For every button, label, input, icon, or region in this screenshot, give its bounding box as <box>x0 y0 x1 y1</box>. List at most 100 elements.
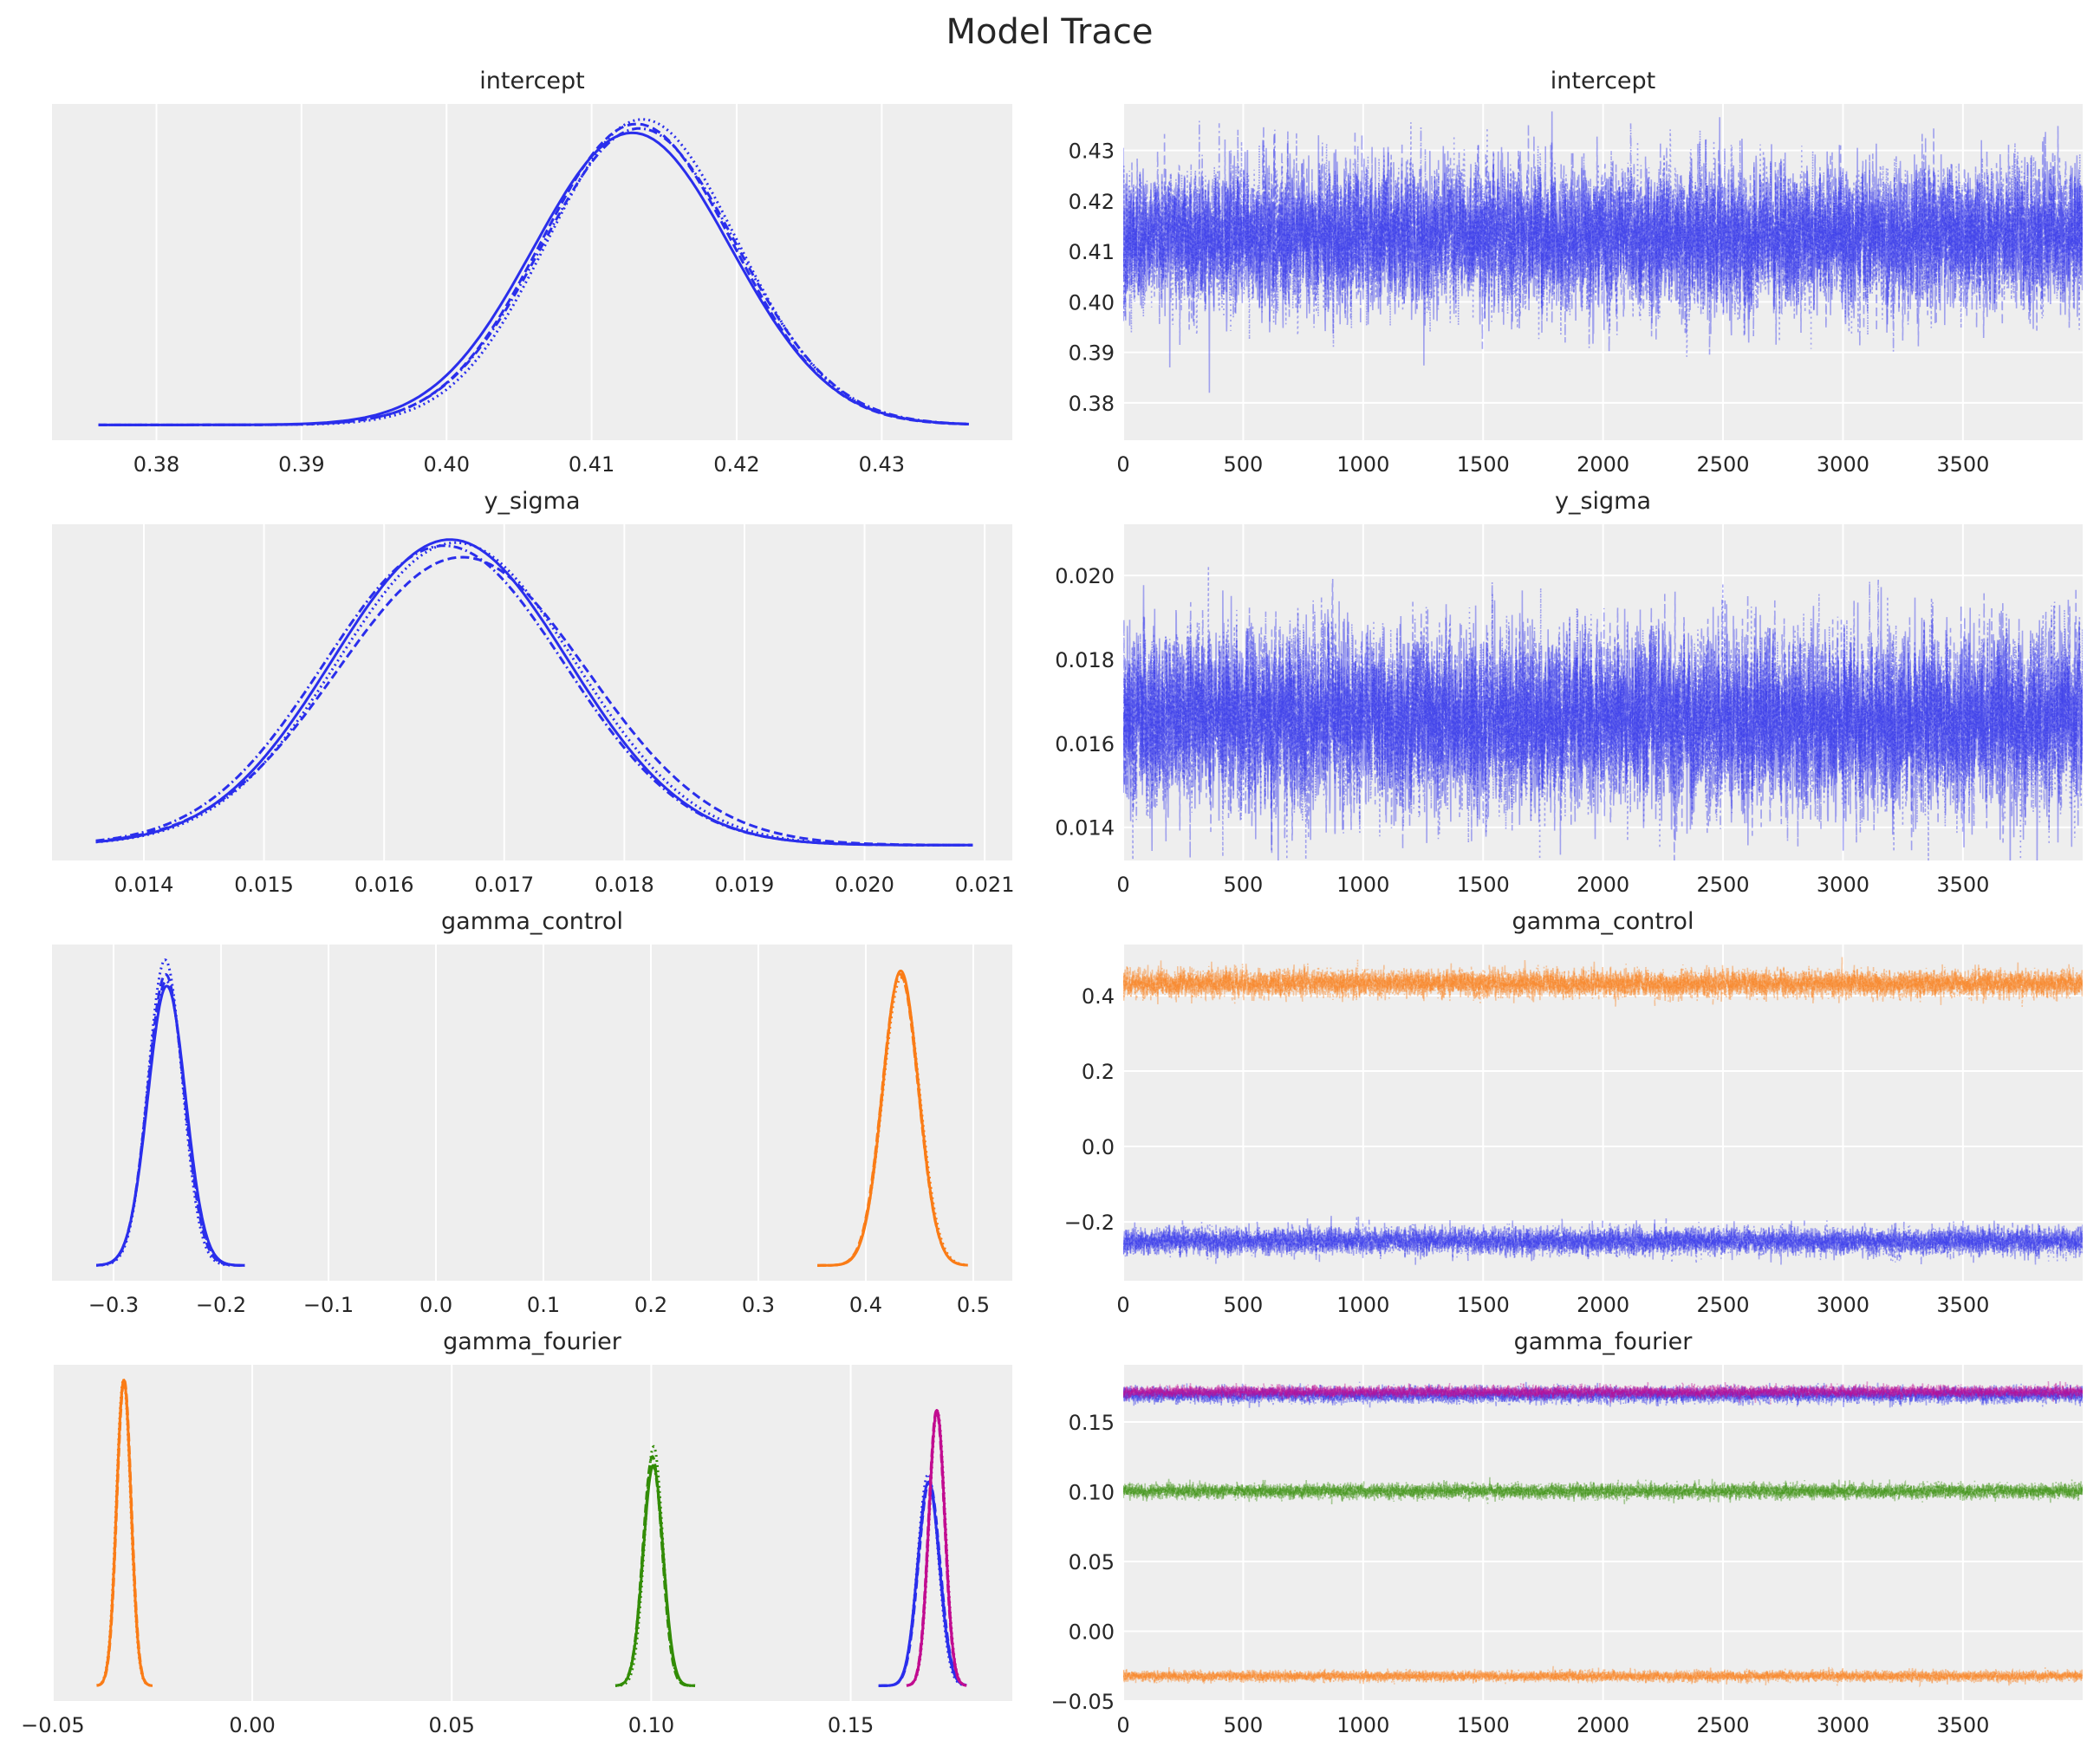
trace-line-series1-chain3 <box>1123 962 2083 1008</box>
x-tick-label: 0.05 <box>429 1713 475 1737</box>
trace-line-series1-chain0 <box>1123 959 2083 1005</box>
trace-line-series1-chain0 <box>1123 1478 2083 1503</box>
x-tick-label: 0 <box>1116 1713 1129 1737</box>
x-tick-label: 500 <box>1224 1293 1264 1317</box>
subplot-title: gamma_fourier <box>1514 1328 1694 1355</box>
trace-line-series0-chain0 <box>1123 111 2083 393</box>
x-tick-label: 3500 <box>1936 452 1989 477</box>
subplot-title: gamma_fourier <box>443 1328 622 1355</box>
series-group <box>95 538 973 847</box>
y-tick-label: 0.15 <box>1069 1411 1115 1435</box>
x-tick-label: 1000 <box>1336 873 1389 897</box>
x-tick-label: 2500 <box>1697 1293 1750 1317</box>
kde-line-series1-chain2 <box>615 1445 695 1687</box>
y-tick-label: 0.00 <box>1069 1620 1115 1645</box>
x-tick-label: 3500 <box>1936 873 1989 897</box>
x-tick-label: 0.40 <box>424 452 470 477</box>
y-tick-label: 0.41 <box>1069 240 1115 264</box>
y-tick-label: 0.018 <box>1055 648 1115 672</box>
trace-line-series0-chain2 <box>1123 566 2083 860</box>
subplot-title: intercept <box>479 68 585 94</box>
y-tick-label: 0.016 <box>1055 732 1115 756</box>
x-tick-label: 1500 <box>1457 1293 1510 1317</box>
x-tick-label: 0.014 <box>114 873 174 897</box>
trace-line-series3-chain0 <box>1123 1380 2083 1404</box>
trace-line-series0-chain1 <box>1123 1217 2083 1264</box>
y-tick-label: 0.38 <box>1069 392 1115 416</box>
y-tick-label: 0.39 <box>1069 341 1115 366</box>
x-tick-label: 0.017 <box>474 873 534 897</box>
y-tick-label: 0.2 <box>1082 1060 1115 1084</box>
x-tick-label: 0.38 <box>133 452 179 477</box>
kde-line-series0-chain2 <box>96 958 245 1267</box>
subplot-intercept-kde: intercept 0.38 0.39 0.40 0.41 0.42 0.43 <box>52 68 1012 477</box>
x-tick-label: 2500 <box>1697 1713 1750 1737</box>
x-tick-label: 2500 <box>1697 873 1750 897</box>
x-tick-label: 0.39 <box>278 452 324 477</box>
trace-line-series3-chain3 <box>1123 1380 2083 1403</box>
x-tick-label: −0.1 <box>303 1293 354 1317</box>
y-tick-label: 0.10 <box>1069 1481 1115 1505</box>
y-tick-label: 0.42 <box>1069 190 1115 214</box>
y-tick-label: 0.40 <box>1069 290 1115 315</box>
plot-area <box>52 104 1012 440</box>
trace-line-series0-chain1 <box>1123 1665 2083 1688</box>
trace-line-series2-chain1 <box>1123 1381 2083 1408</box>
trace-line-series2-chain3 <box>1123 1382 2083 1407</box>
x-tick-label: 0 <box>1116 1293 1129 1317</box>
trace-line-series0-chain0 <box>1123 1216 2083 1263</box>
x-tick-label: 500 <box>1224 452 1264 477</box>
subplot-intercept-trace: intercept 0 500 1000 1500 2000 2500 3000 3500 0.3… <box>1069 68 2083 477</box>
subplot-title: y_sigma <box>484 488 580 515</box>
x-tick-label: 0 <box>1116 452 1129 477</box>
x-tick-label: −0.05 <box>21 1713 85 1737</box>
y-tick-label: −0.05 <box>1050 1690 1115 1714</box>
kde-line-series0-chain3 <box>95 544 973 847</box>
y-tick-label: 0.4 <box>1082 984 1115 1009</box>
trace-line-series1-chain2 <box>1123 1478 2083 1504</box>
x-tick-label: 0.021 <box>955 873 1015 897</box>
x-tick-label: 0.4 <box>849 1293 882 1317</box>
trace-line-series2-chain2 <box>1123 1381 2083 1407</box>
x-tick-label: 0.3 <box>742 1293 775 1317</box>
subplot-y_sigma-trace: y_sigma 0 500 1000 1500 2000 2500 3000 3500 0.014… <box>1055 488 2083 897</box>
x-tick-label: 0.00 <box>229 1713 275 1737</box>
subplot-title: intercept <box>1551 68 1656 94</box>
subplot-gamma_fourier-trace: gamma_fourier 0 500 1000 1500 2000 2500 3000 350… <box>1050 1328 2083 1737</box>
x-tick-label: 1000 <box>1336 452 1389 477</box>
trace-line-series0-chain1 <box>1123 578 2083 860</box>
x-tick-label: 0.42 <box>713 452 759 477</box>
subplot-gamma_control-kde: gamma_control −0.3 −0.2 −0.1 0.0 0.1 0.2 0.3 0.4… <box>52 908 1012 1317</box>
kde-line-series0-chain2 <box>98 118 969 426</box>
trace-line-series1-chain1 <box>1123 957 2083 1006</box>
kde-line-series0-chain3 <box>98 127 969 426</box>
series-group <box>96 1378 967 1687</box>
x-tick-label: 0.015 <box>234 873 294 897</box>
trace-line-series1-chain3 <box>1123 1479 2083 1503</box>
trace-line-series1-chain1 <box>1123 1477 2083 1505</box>
x-tick-label: 1500 <box>1457 1713 1510 1737</box>
x-tick-label: 3000 <box>1817 1713 1869 1737</box>
trace-line-series0-chain3 <box>1123 579 2083 859</box>
x-tick-label: 3500 <box>1936 1713 1989 1737</box>
x-tick-label: 0.2 <box>634 1293 667 1317</box>
kde-line-series0-chain3 <box>96 1378 153 1687</box>
y-tick-label: 0.43 <box>1069 140 1115 164</box>
x-tick-label: 2500 <box>1697 452 1750 477</box>
series-group <box>96 958 968 1267</box>
series-group <box>1123 1380 2083 1688</box>
kde-line-series1-chain3 <box>615 1464 695 1687</box>
x-tick-label: 0.1 <box>527 1293 560 1317</box>
x-tick-label: 0.0 <box>419 1293 452 1317</box>
x-tick-label: 2000 <box>1577 452 1629 477</box>
plot-area <box>52 1365 1012 1701</box>
trace-line-series0-chain3 <box>1123 120 2083 353</box>
x-tick-label: 3000 <box>1817 452 1869 477</box>
kde-line-series0-chain0 <box>95 538 973 847</box>
subplot-title: gamma_control <box>1512 908 1694 935</box>
kde-line-series2-chain2 <box>878 1472 967 1687</box>
x-tick-label: 0.10 <box>628 1713 674 1737</box>
x-tick-label: −0.2 <box>196 1293 246 1317</box>
x-tick-label: 0.018 <box>595 873 654 897</box>
